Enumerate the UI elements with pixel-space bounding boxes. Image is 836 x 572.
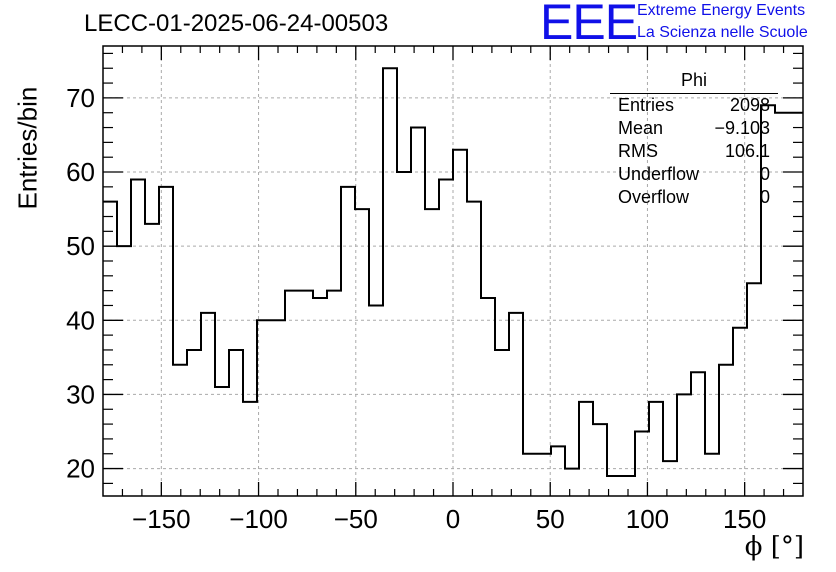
grid-lines (103, 46, 803, 496)
axis-ticks (103, 46, 803, 496)
stats-row-mean: Mean −9.103 (610, 117, 778, 140)
x-tick-label: −100 (229, 504, 288, 534)
stats-row-overflow: Overflow 0 (610, 186, 778, 209)
stats-label: Underflow (618, 164, 700, 184)
y-tick-label: 70 (66, 83, 95, 113)
stats-label: Mean (618, 118, 664, 138)
y-tick-label: 30 (66, 379, 95, 409)
histogram-line (103, 67, 803, 477)
stats-value: −9.103 (714, 118, 770, 138)
stats-label: Entries (618, 95, 675, 115)
y-tick-label: 20 (66, 454, 95, 484)
stats-row-underflow: Underflow 0 (610, 163, 778, 186)
y-axis-label: Entries/bin (12, 86, 43, 210)
stats-value: 0 (759, 187, 770, 207)
x-tick-label: −150 (132, 504, 191, 534)
y-tick-label: 60 (66, 157, 95, 187)
stats-row-rms: RMS 106.1 (610, 140, 778, 163)
stats-value: 2098 (729, 95, 770, 115)
x-tick-label: 0 (446, 504, 460, 534)
stats-value: 0 (759, 164, 770, 184)
stats-title: Phi (610, 70, 778, 94)
stats-row-entries: Entries 2098 (610, 94, 778, 117)
axis-tick-labels: −150 −100 −50 0 50 100 150 20 30 40 50 60 70 (66, 83, 766, 534)
stats-label: Overflow (618, 187, 690, 207)
x-tick-label: 100 (626, 504, 669, 534)
y-tick-label: 50 (66, 231, 95, 261)
x-tick-label: 150 (723, 504, 766, 534)
stats-box: Phi Entries 2098 Mean −9.103 RMS 106.1 U… (610, 70, 778, 209)
x-tick-label: 50 (536, 504, 565, 534)
stats-label: RMS (618, 141, 658, 161)
stats-value: 106.1 (724, 141, 770, 161)
y-tick-label: 40 (66, 305, 95, 335)
x-axis-label: ϕ [°] (744, 532, 804, 562)
y-axis-label-container: Entries/bin (8, 87, 44, 210)
chart-title: LECC-01-2025-06-24-00503 (84, 10, 389, 37)
logo-line-1: Extreme Energy Events (637, 2, 806, 19)
logo-line-2: La Scienza nelle Scuole (637, 24, 808, 41)
x-tick-label: −50 (334, 504, 378, 534)
eee-logo: EEE (540, 0, 638, 50)
